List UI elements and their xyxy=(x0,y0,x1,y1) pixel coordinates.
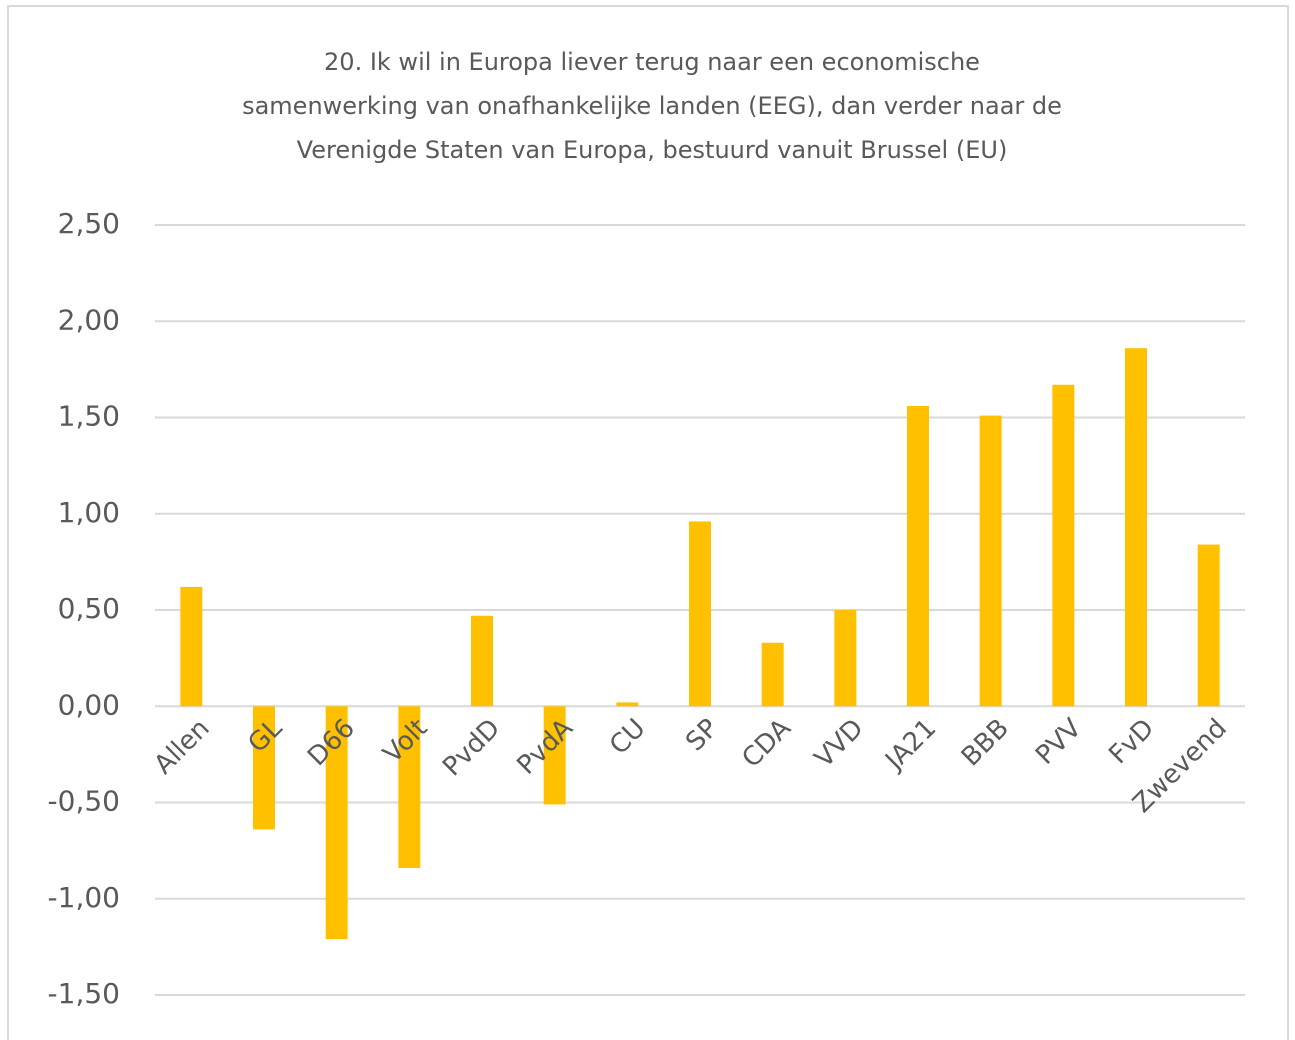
y-tick-label: 1,00 xyxy=(58,496,120,529)
bar xyxy=(834,610,857,707)
bar xyxy=(979,415,1002,707)
bar xyxy=(253,706,275,830)
x-tick-label: CU xyxy=(604,713,652,761)
bar xyxy=(1052,384,1075,707)
x-tick-label: Volt xyxy=(378,713,434,769)
bar xyxy=(907,405,929,707)
bar xyxy=(325,706,348,940)
x-tick-label: BBB xyxy=(956,713,1015,772)
bar xyxy=(180,586,203,707)
y-tick-label: 1,50 xyxy=(58,400,120,433)
x-tick-label: VVD xyxy=(809,713,870,774)
bar xyxy=(1197,544,1220,707)
chart-title: 20. Ik wil in Europa liever terug naar e… xyxy=(324,48,980,76)
bar xyxy=(471,615,493,707)
y-tick-label: 0,50 xyxy=(58,592,120,625)
chart-title: Verenigde Staten van Europa, bestuurd va… xyxy=(297,136,1008,164)
x-tick-label: PvdD xyxy=(437,713,506,782)
y-tick-label: -1,00 xyxy=(48,881,120,914)
bar xyxy=(543,706,566,805)
bar xyxy=(689,521,711,707)
bar xyxy=(761,642,784,707)
x-tick-label: PVV xyxy=(1030,713,1088,771)
bar xyxy=(1125,348,1147,707)
x-tick-label: Allen xyxy=(149,713,216,780)
y-tick-label: -1,50 xyxy=(48,977,120,1010)
x-tick-label: GL xyxy=(243,713,289,759)
chart-title: samenwerking van onafhankelijke landen (… xyxy=(242,92,1062,120)
x-tick-label: JA21 xyxy=(879,713,943,777)
y-tick-label: 0,00 xyxy=(58,688,120,721)
y-tick-label: -0,50 xyxy=(48,785,120,818)
bar xyxy=(616,702,639,707)
x-tick-label: CDA xyxy=(736,713,797,774)
y-tick-label: 2,50 xyxy=(58,207,120,240)
x-tick-label: D66 xyxy=(302,713,361,772)
bar xyxy=(398,706,421,868)
x-tick-label: SP xyxy=(680,713,724,757)
chart-border xyxy=(7,5,1289,1040)
y-tick-label: 2,00 xyxy=(58,303,120,336)
x-tick-label: FvD xyxy=(1103,713,1160,770)
